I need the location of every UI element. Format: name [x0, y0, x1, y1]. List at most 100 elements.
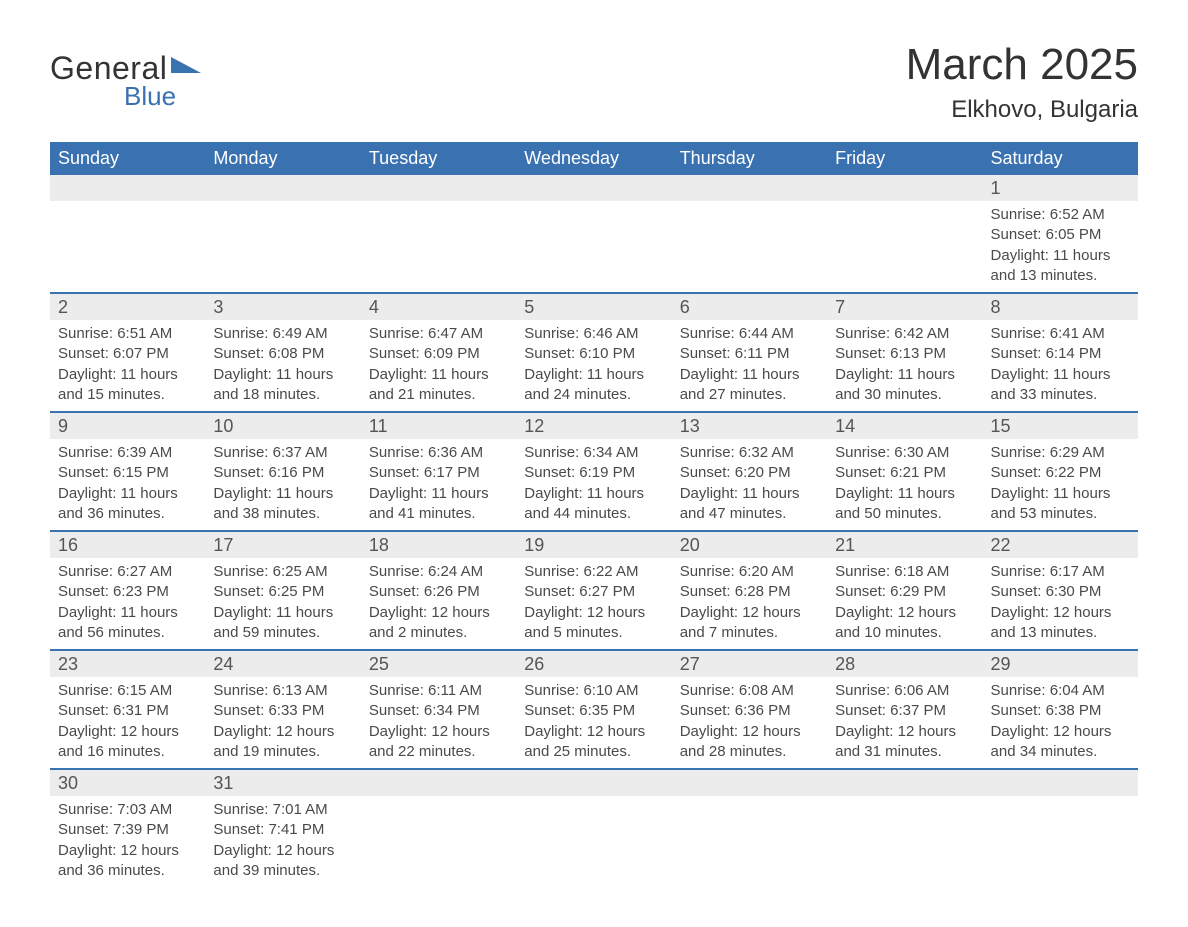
daylight-line: Daylight: 12 hours and 25 minutes. — [524, 723, 645, 760]
sunrise-line: Sunrise: 6:24 AM — [369, 563, 483, 580]
sunset-line: Sunset: 6:23 PM — [58, 583, 169, 600]
day-number-cell: 1 — [983, 175, 1138, 201]
daylight-line: Daylight: 12 hours and 22 minutes. — [369, 723, 490, 760]
daylight-line: Daylight: 12 hours and 31 minutes. — [835, 723, 956, 760]
day-detail-cell: Sunrise: 6:42 AMSunset: 6:13 PMDaylight:… — [827, 320, 982, 412]
day-number-cell: 18 — [361, 531, 516, 558]
sunrise-line: Sunrise: 6:25 AM — [213, 563, 327, 580]
day-header: Saturday — [983, 142, 1138, 175]
day-number-cell: 24 — [205, 650, 360, 677]
sunrise-line: Sunrise: 6:41 AM — [991, 325, 1105, 342]
day-detail-cell — [827, 201, 982, 293]
month-title: March 2025 — [906, 40, 1138, 90]
day-number-cell: 11 — [361, 412, 516, 439]
day-detail-row: Sunrise: 7:03 AMSunset: 7:39 PMDaylight:… — [50, 796, 1138, 887]
day-number-cell — [205, 175, 360, 201]
day-number-cell: 21 — [827, 531, 982, 558]
daylight-line: Daylight: 11 hours and 41 minutes. — [369, 485, 489, 522]
sunset-line: Sunset: 6:07 PM — [58, 345, 169, 362]
day-number-cell: 4 — [361, 293, 516, 320]
daylight-line: Daylight: 11 hours and 36 minutes. — [58, 485, 178, 522]
day-detail-cell — [516, 796, 671, 887]
daylight-line: Daylight: 11 hours and 27 minutes. — [680, 366, 800, 403]
logo: General Blue — [50, 50, 201, 112]
day-number-cell: 13 — [672, 412, 827, 439]
day-detail-cell: Sunrise: 6:13 AMSunset: 6:33 PMDaylight:… — [205, 677, 360, 769]
day-number-cell: 17 — [205, 531, 360, 558]
day-number-cell: 27 — [672, 650, 827, 677]
sunrise-line: Sunrise: 6:06 AM — [835, 682, 949, 699]
daylight-line: Daylight: 11 hours and 13 minutes. — [991, 247, 1111, 284]
day-number-cell: 20 — [672, 531, 827, 558]
day-number-cell — [827, 769, 982, 796]
sunrise-line: Sunrise: 6:27 AM — [58, 563, 172, 580]
day-number-cell: 30 — [50, 769, 205, 796]
daylight-line: Daylight: 11 hours and 33 minutes. — [991, 366, 1111, 403]
day-detail-row: Sunrise: 6:39 AMSunset: 6:15 PMDaylight:… — [50, 439, 1138, 531]
day-number-cell: 8 — [983, 293, 1138, 320]
day-detail-cell — [205, 201, 360, 293]
day-detail-cell: Sunrise: 6:34 AMSunset: 6:19 PMDaylight:… — [516, 439, 671, 531]
daylight-line: Daylight: 11 hours and 24 minutes. — [524, 366, 644, 403]
sunset-line: Sunset: 6:38 PM — [991, 702, 1102, 719]
sunset-line: Sunset: 6:11 PM — [680, 345, 790, 362]
day-detail-row: Sunrise: 6:51 AM Sunset: 6:07 PM Daylight:… — [50, 320, 1138, 412]
day-number-row: 9101112131415 — [50, 412, 1138, 439]
daylight-line: Daylight: 11 hours and 56 minutes. — [58, 604, 178, 641]
location-label: Elkhovo, Bulgaria — [906, 96, 1138, 124]
day-detail-cell: Sunrise: 6:22 AMSunset: 6:27 PMDaylight:… — [516, 558, 671, 650]
day-number-row: 3031 — [50, 769, 1138, 796]
daylight-line: Daylight: 12 hours and 5 minutes. — [524, 604, 645, 641]
day-number-cell: 22 — [983, 531, 1138, 558]
sunrise-line: Sunrise: 6:42 AM — [835, 325, 949, 342]
daylight-line: Daylight: 12 hours and 39 minutes. — [213, 842, 334, 879]
day-number-cell — [516, 769, 671, 796]
day-detail-cell: Sunrise: 7:03 AMSunset: 7:39 PMDaylight:… — [50, 796, 205, 887]
day-header-row: Sunday Monday Tuesday Wednesday Thursday… — [50, 142, 1138, 175]
day-detail-cell: Sunrise: 6:24 AMSunset: 6:26 PMDaylight:… — [361, 558, 516, 650]
day-number-row: 16171819202122 — [50, 531, 1138, 558]
sunset-line: Sunset: 6:27 PM — [524, 583, 635, 600]
daylight-line: Daylight: 11 hours and 50 minutes. — [835, 485, 955, 522]
day-header: Wednesday — [516, 142, 671, 175]
sunrise-line: Sunrise: 7:01 AM — [213, 801, 327, 818]
sunset-line: Sunset: 6:09 PM — [369, 345, 480, 362]
day-number-cell — [827, 175, 982, 201]
day-detail-cell: Sunrise: 6:04 AMSunset: 6:38 PMDaylight:… — [983, 677, 1138, 769]
sunset-line: Sunset: 6:15 PM — [58, 464, 169, 481]
sunrise-line: Sunrise: 6:46 AM — [524, 325, 638, 342]
day-number-cell: 9 — [50, 412, 205, 439]
day-detail-cell: Sunrise: 6:29 AMSunset: 6:22 PMDaylight:… — [983, 439, 1138, 531]
daylight-line: Daylight: 12 hours and 19 minutes. — [213, 723, 334, 760]
day-number-cell: 14 — [827, 412, 982, 439]
day-detail-cell — [827, 796, 982, 887]
daylight-line: Daylight: 11 hours and 21 minutes. — [369, 366, 489, 403]
sunrise-line: Sunrise: 6:17 AM — [991, 563, 1105, 580]
day-detail-row: Sunrise: 6:52 AMSunset: 6:05 PMDaylight:… — [50, 201, 1138, 293]
daylight-line: Daylight: 12 hours and 36 minutes. — [58, 842, 179, 879]
daylight-line: Daylight: 12 hours and 13 minutes. — [991, 604, 1112, 641]
day-detail-cell — [50, 201, 205, 293]
sunset-line: Sunset: 6:16 PM — [213, 464, 324, 481]
sunset-line: Sunset: 6:26 PM — [369, 583, 480, 600]
sunrise-line: Sunrise: 6:30 AM — [835, 444, 949, 461]
day-detail-cell: Sunrise: 6:49 AMSunset: 6:08 PMDaylight:… — [205, 320, 360, 412]
day-header: Friday — [827, 142, 982, 175]
sunset-line: Sunset: 6:17 PM — [369, 464, 480, 481]
sunset-line: Sunset: 6:21 PM — [835, 464, 946, 481]
sunset-line: Sunset: 6:10 PM — [524, 345, 635, 362]
sunset-line: Sunset: 6:33 PM — [213, 702, 324, 719]
sunset-line: Sunset: 6:13 PM — [835, 345, 946, 362]
day-detail-cell: Sunrise: 6:15 AMSunset: 6:31 PMDaylight:… — [50, 677, 205, 769]
day-number-cell: 7 — [827, 293, 982, 320]
sunset-line: Sunset: 6:14 PM — [991, 345, 1102, 362]
day-number-cell — [983, 769, 1138, 796]
sunrise-line: Sunrise: 6:18 AM — [835, 563, 949, 580]
day-detail-row: Sunrise: 6:27 AM Sunset: 6:23 PM Daylight:… — [50, 558, 1138, 650]
sunrise-line: Sunrise: 6:51 AM — [58, 325, 172, 342]
sunrise-line: Sunrise: 6:04 AM — [991, 682, 1105, 699]
sunset-line: Sunset: 7:39 PM — [58, 821, 169, 838]
day-detail-cell: Sunrise: 6:18 AMSunset: 6:29 PMDaylight:… — [827, 558, 982, 650]
sunrise-line: Sunrise: 6:47 AM — [369, 325, 483, 342]
day-detail-cell — [361, 796, 516, 887]
